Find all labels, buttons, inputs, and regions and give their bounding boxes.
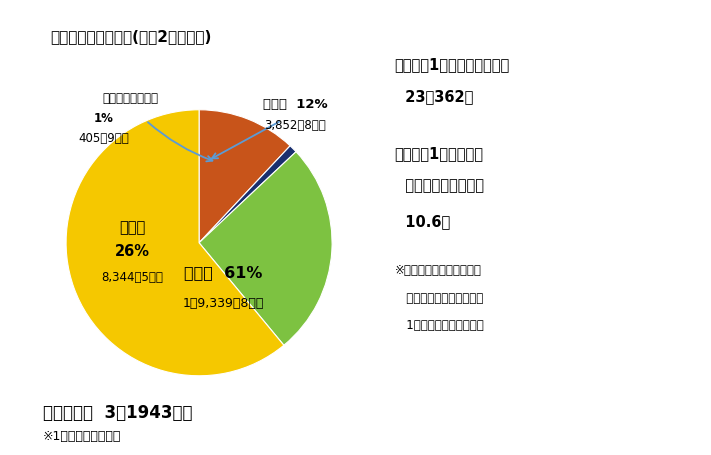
Text: 1%: 1% [93, 112, 113, 125]
Text: 8,344万5千円: 8,344万5千円 [102, 270, 164, 283]
Text: 同月内・同医療機関等で: 同月内・同医療機関等で [395, 291, 483, 304]
Text: ※通院・調剤助成件数は、: ※通院・調剤助成件数は、 [395, 264, 481, 277]
Text: 405万9千円: 405万9千円 [78, 132, 129, 145]
Text: 26%: 26% [115, 244, 150, 259]
Text: 23，362円: 23，362円 [395, 89, 473, 104]
Text: 3,852万8千円: 3,852万8千円 [264, 119, 326, 132]
Text: ※1万円未満切り捨て: ※1万円未満切り捨て [43, 429, 121, 442]
Wedge shape [199, 147, 296, 243]
Text: 通院・調剤助成件数: 通院・調剤助成件数 [395, 177, 483, 192]
Wedge shape [199, 111, 290, 243]
Text: ・子ども1人あたりの助成額: ・子ども1人あたりの助成額 [395, 57, 510, 72]
Text: ・子ども1人あたりの: ・子ども1人あたりの [395, 146, 483, 161]
Text: 助成費総額  3億1943万円: 助成費総額 3億1943万円 [43, 403, 192, 420]
Text: 10.6件: 10.6件 [395, 214, 450, 229]
Text: 子ども医療費助成額(令和2年度実績): 子ども医療費助成額(令和2年度実績) [50, 30, 211, 45]
Wedge shape [199, 152, 332, 345]
Text: 入院費  12%: 入院費 12% [262, 97, 327, 111]
Text: 通院費  61%: 通院費 61% [184, 265, 262, 280]
Text: 1件とカウントします。: 1件とカウントします。 [395, 318, 483, 332]
Text: 入院時食事療養費: 入院時食事療養費 [102, 92, 158, 105]
Wedge shape [66, 111, 284, 376]
Text: 1億9,339万8千円: 1億9,339万8千円 [182, 297, 264, 309]
Text: 調剤費: 調剤費 [119, 220, 146, 235]
